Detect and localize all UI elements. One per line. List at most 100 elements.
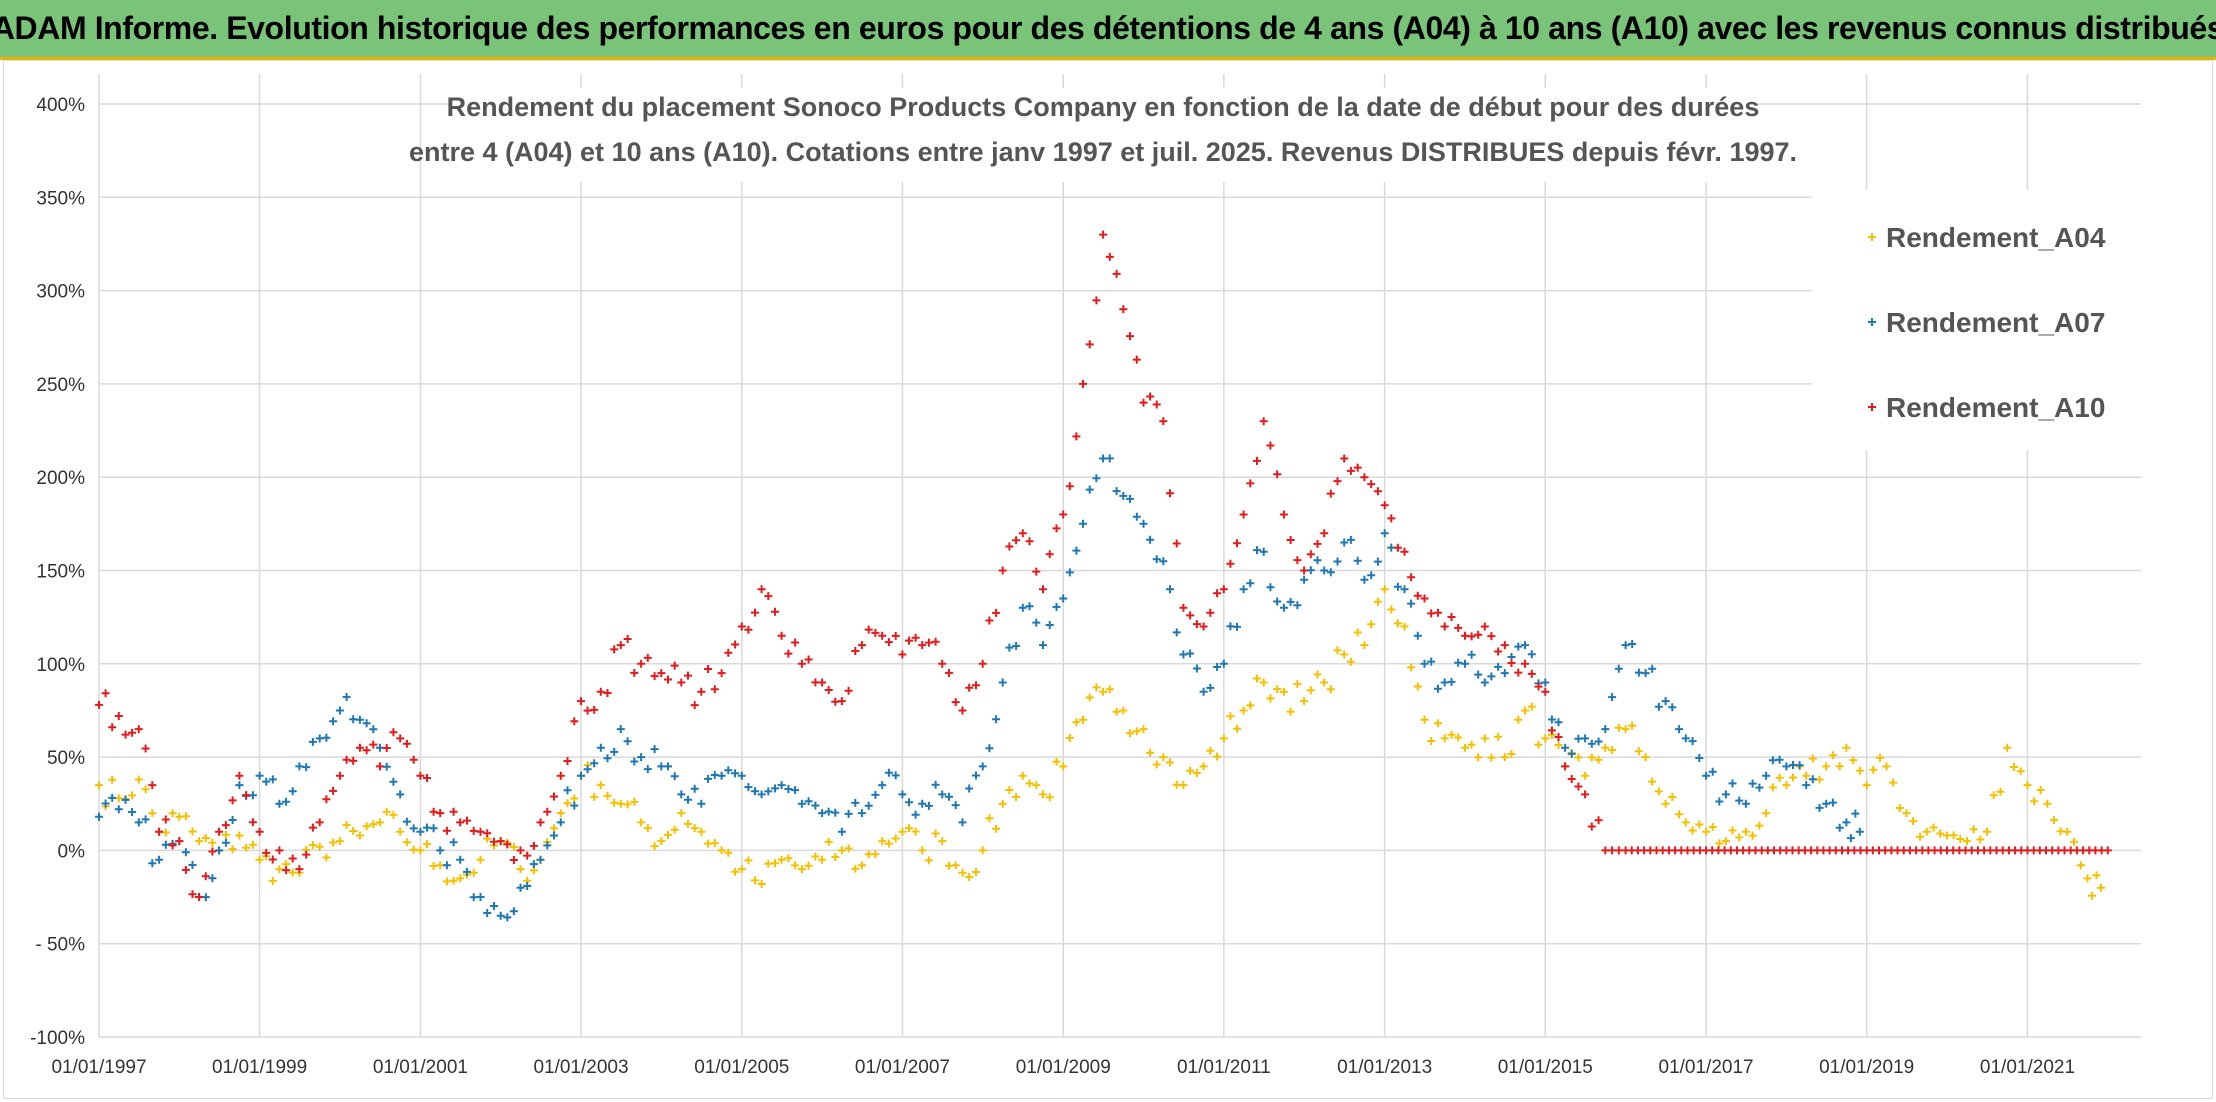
data-point bbox=[1614, 846, 1623, 855]
data-point bbox=[818, 855, 827, 864]
data-point bbox=[1868, 233, 1876, 241]
data-point bbox=[677, 809, 686, 818]
data-point bbox=[375, 818, 384, 827]
data-point bbox=[503, 913, 512, 922]
data-point bbox=[1340, 538, 1349, 547]
data-point bbox=[864, 625, 873, 634]
data-point bbox=[1741, 799, 1750, 808]
data-point bbox=[1239, 585, 1248, 594]
data-point bbox=[1166, 758, 1174, 767]
data-point bbox=[804, 861, 813, 870]
data-point bbox=[577, 771, 585, 780]
data-point bbox=[1916, 832, 1924, 841]
data-point bbox=[1735, 796, 1744, 805]
data-point bbox=[1012, 793, 1021, 801]
data-point bbox=[1005, 786, 1014, 794]
data-point bbox=[1587, 753, 1596, 762]
data-point bbox=[1085, 693, 1094, 702]
data-point bbox=[871, 850, 880, 859]
data-point bbox=[590, 705, 599, 714]
data-point bbox=[1420, 715, 1429, 724]
legend-entry-label: Rendement_A04 bbox=[1886, 222, 2106, 253]
data-point bbox=[302, 763, 311, 772]
data-point bbox=[844, 844, 853, 853]
data-point bbox=[791, 786, 800, 795]
data-point bbox=[1654, 787, 1663, 796]
data-point bbox=[1360, 641, 1369, 650]
data-point bbox=[409, 755, 418, 764]
data-point bbox=[442, 826, 451, 835]
data-point bbox=[382, 807, 391, 816]
data-point bbox=[1427, 737, 1436, 745]
data-point bbox=[134, 818, 143, 827]
data-point bbox=[1112, 707, 1121, 716]
data-point bbox=[737, 865, 746, 874]
data-point bbox=[1601, 725, 1610, 734]
data-point bbox=[1447, 677, 1456, 686]
data-point bbox=[469, 868, 478, 877]
data-point bbox=[402, 739, 411, 748]
data-point bbox=[1822, 762, 1831, 771]
data-point bbox=[188, 827, 197, 836]
data-point bbox=[1768, 783, 1777, 792]
data-point bbox=[148, 781, 157, 790]
x-tick-label: 01/01/1999 bbox=[212, 1057, 307, 1078]
data-point bbox=[1039, 585, 1047, 594]
data-point bbox=[851, 798, 860, 807]
data-point bbox=[1219, 659, 1228, 668]
data-point bbox=[577, 697, 585, 706]
data-point bbox=[396, 790, 405, 799]
data-point bbox=[1239, 510, 1248, 519]
data-point bbox=[637, 818, 646, 827]
data-point bbox=[1447, 730, 1456, 739]
data-point bbox=[1983, 827, 1991, 836]
data-point bbox=[1293, 556, 1302, 565]
data-point bbox=[308, 737, 317, 746]
data-point bbox=[596, 781, 605, 790]
data-point bbox=[1346, 535, 1355, 544]
data-point bbox=[101, 689, 110, 698]
data-point bbox=[771, 784, 779, 793]
data-point bbox=[490, 837, 498, 846]
data-point bbox=[1561, 762, 1570, 771]
data-point bbox=[128, 728, 137, 737]
data-point bbox=[490, 902, 498, 910]
data-point bbox=[1052, 757, 1061, 766]
data-point bbox=[1721, 837, 1730, 846]
data-point bbox=[1146, 392, 1155, 401]
data-point bbox=[2088, 891, 2096, 900]
data-point bbox=[1293, 680, 1302, 689]
data-point bbox=[891, 771, 900, 780]
data-point bbox=[1413, 591, 1422, 600]
data-point bbox=[837, 846, 846, 855]
data-point bbox=[1587, 739, 1596, 748]
data-point bbox=[402, 838, 411, 847]
data-point bbox=[483, 829, 492, 838]
data-point bbox=[1413, 682, 1422, 691]
data-point bbox=[168, 841, 177, 850]
data-point bbox=[161, 840, 170, 849]
data-point bbox=[1668, 793, 1677, 801]
data-point bbox=[751, 787, 759, 796]
data-point bbox=[1461, 659, 1469, 668]
data-point bbox=[128, 808, 137, 816]
data-point bbox=[1554, 718, 1563, 727]
data-point bbox=[1018, 771, 1027, 780]
data-point bbox=[650, 842, 659, 851]
data-point bbox=[221, 838, 230, 847]
data-point bbox=[978, 846, 987, 855]
title-background bbox=[452, 88, 1754, 182]
data-point bbox=[797, 799, 806, 808]
data-point bbox=[1099, 454, 1108, 463]
data-point bbox=[248, 818, 257, 827]
data-point bbox=[1594, 737, 1603, 746]
data-point bbox=[1333, 557, 1342, 566]
data-point bbox=[1808, 775, 1817, 784]
data-point bbox=[1461, 743, 1469, 752]
data-point bbox=[2050, 816, 2058, 825]
data-point bbox=[402, 817, 411, 826]
data-point bbox=[1387, 605, 1396, 614]
data-point bbox=[1159, 753, 1168, 762]
data-point bbox=[268, 855, 277, 864]
data-point bbox=[704, 839, 713, 848]
